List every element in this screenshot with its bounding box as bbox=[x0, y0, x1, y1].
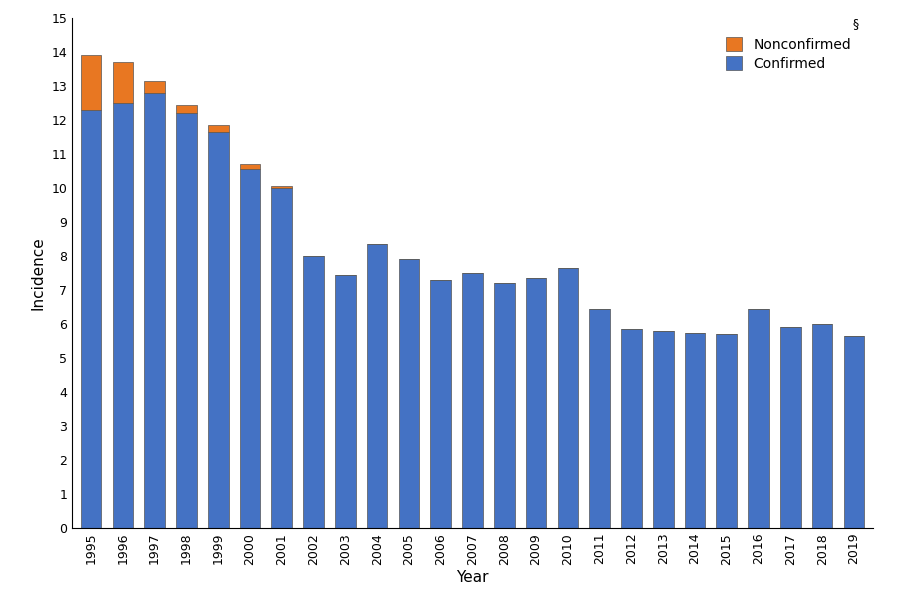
Bar bbox=[463, 273, 482, 528]
Bar bbox=[526, 278, 546, 528]
Bar bbox=[716, 334, 737, 528]
Bar bbox=[112, 62, 133, 103]
Bar bbox=[367, 244, 388, 528]
Bar bbox=[272, 186, 292, 188]
Bar bbox=[685, 332, 706, 528]
Bar bbox=[208, 132, 229, 528]
Bar bbox=[621, 329, 642, 528]
Bar bbox=[144, 81, 165, 93]
Bar bbox=[780, 328, 801, 528]
Bar bbox=[335, 275, 356, 528]
Bar bbox=[748, 308, 769, 528]
Bar bbox=[652, 331, 673, 528]
Bar bbox=[812, 324, 833, 528]
Bar bbox=[430, 280, 451, 528]
Bar bbox=[494, 283, 515, 528]
Bar bbox=[176, 104, 197, 113]
Bar bbox=[557, 268, 578, 528]
X-axis label: Year: Year bbox=[456, 570, 489, 585]
Bar bbox=[399, 259, 419, 528]
Bar bbox=[239, 169, 260, 528]
Bar bbox=[81, 55, 102, 110]
Bar bbox=[272, 188, 292, 528]
Bar bbox=[176, 113, 197, 528]
Bar bbox=[144, 93, 165, 528]
Bar bbox=[590, 308, 610, 528]
Y-axis label: Incidence: Incidence bbox=[31, 236, 46, 310]
Bar bbox=[81, 110, 102, 528]
Legend: Nonconfirmed, Confirmed: Nonconfirmed, Confirmed bbox=[718, 30, 858, 78]
Bar bbox=[112, 103, 133, 528]
Text: §: § bbox=[852, 17, 859, 30]
Bar bbox=[239, 164, 260, 169]
Bar bbox=[303, 256, 324, 528]
Bar bbox=[843, 336, 864, 528]
Bar bbox=[208, 125, 229, 132]
